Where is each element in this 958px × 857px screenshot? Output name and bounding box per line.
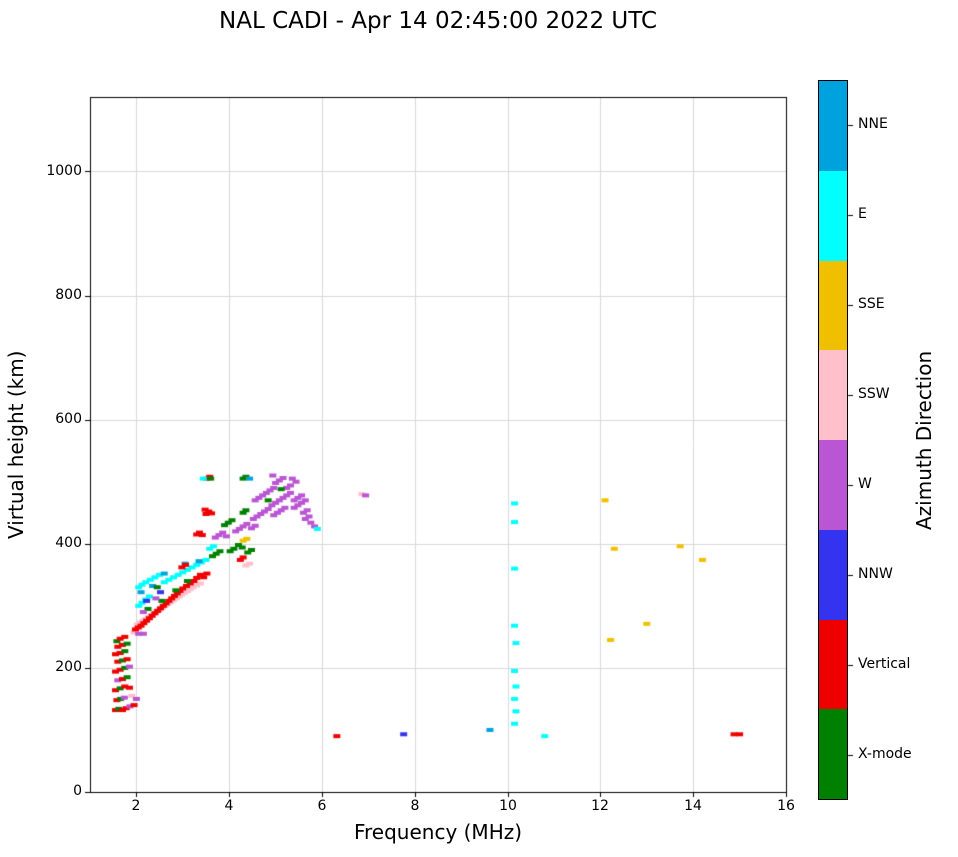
colorbar-segment-ssw [819, 350, 847, 440]
x-tick-label: 14 [684, 798, 702, 814]
x-tick-label: 6 [317, 798, 327, 814]
colorbar-label-vertical: Vertical [858, 656, 911, 672]
x-axis-label: Frequency (MHz) [353, 820, 523, 844]
colorbar-label-w: W [858, 476, 872, 492]
colorbar-segment-nne [819, 81, 847, 171]
x-tick-label: 4 [224, 798, 234, 814]
colorbar-segment-sse [819, 260, 847, 351]
y-tick-label: 400 [55, 535, 82, 551]
x-tick-label: 2 [131, 798, 141, 814]
colorbar-label-nnw: NNW [858, 566, 893, 582]
colorbar-segment-vertical [819, 619, 847, 710]
y-tick-label: 600 [55, 411, 82, 427]
colorbar-segment-e [819, 170, 847, 261]
colorbar-label-xmode: X-mode [858, 746, 912, 762]
colorbar-label-nne: NNE [858, 116, 888, 132]
y-axis-label: Virtual height (km) [4, 350, 28, 539]
colorbar-segment-nnw [819, 529, 847, 620]
y-tick-label: 200 [55, 659, 82, 675]
chart-title: NAL CADI - Apr 14 02:45:00 2022 UTC [219, 8, 657, 34]
colorbar-title: Azimuth Direction [912, 350, 936, 530]
y-tick-label: 800 [55, 287, 82, 303]
x-tick-label: 16 [777, 798, 795, 814]
x-tick-label: 8 [410, 798, 420, 814]
colorbar-label-sse: SSE [858, 296, 885, 312]
y-tick-label: 1000 [46, 163, 82, 179]
colorbar-segment-w [819, 440, 847, 530]
x-tick-label: 12 [591, 798, 609, 814]
colorbar-label-ssw: SSW [858, 386, 890, 402]
x-tick-label: 10 [499, 798, 517, 814]
y-tick-label: 0 [73, 783, 82, 799]
colorbar-segment-xmode [819, 709, 847, 799]
azimuth-colorbar [818, 80, 848, 800]
colorbar-label-e: E [858, 206, 867, 222]
